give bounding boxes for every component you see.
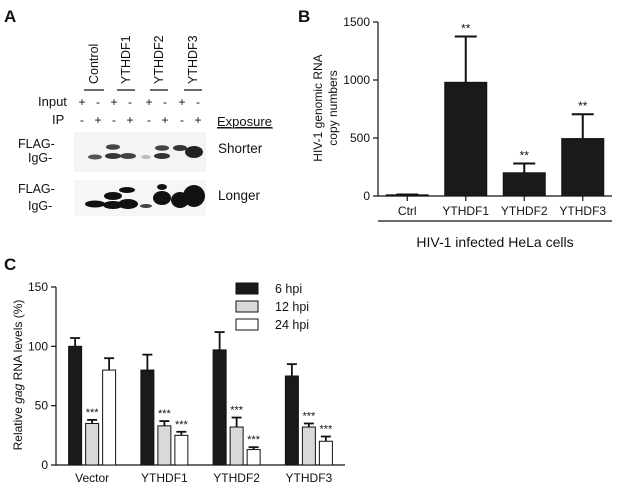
chart-b-bar-ythdf2 — [502, 172, 546, 197]
chart-b: 0 500 1000 1500 Ctrl ** YTHDF1 ** YTHDF2 ** YTHDF3 — [343, 15, 612, 218]
input-sign: + — [110, 95, 117, 109]
lane-headers: Control YTHDF1 YTHDF2 YTHDF3 — [84, 35, 202, 91]
input-sign: - — [128, 95, 132, 109]
legend-label-0: 6 hpi — [275, 282, 302, 296]
chart-c-bar-ythdf2-0 — [212, 349, 227, 466]
input-sign: - — [196, 95, 200, 109]
chart-c-significance: *** — [175, 419, 189, 431]
chart-c-y-tick-label: 0 — [41, 458, 48, 472]
chart-c-significance: *** — [158, 408, 172, 420]
chart-c-y-tick-label: 50 — [35, 399, 49, 413]
ip-sign: + — [94, 113, 101, 127]
chart-c-significance: *** — [302, 410, 316, 422]
blot-shorter-bands — [88, 144, 203, 160]
panel-b: B HIV-1 genomic RNA copy numbers 0 500 100… — [298, 7, 612, 250]
input-sign: + — [145, 95, 152, 109]
lane-header-ythdf2: YTHDF2 — [152, 35, 166, 84]
blot2-marker-flag: FLAG- — [18, 182, 55, 196]
chart-c-x-tick-label: YTHDF3 — [286, 471, 333, 485]
chart-b-bar-ythdf1 — [444, 81, 488, 197]
chart-c-y-tick-label: 150 — [28, 280, 48, 294]
chart-c-bar-ythdf1-0 — [140, 369, 155, 466]
input-sign: - — [96, 95, 100, 109]
ip-sign: - — [147, 113, 151, 127]
lane-header-ythdf1: YTHDF1 — [119, 35, 133, 84]
panel-a: A Control YTHDF1 YTHDF2 YTHDF3 Input IP + - +… — [4, 7, 273, 216]
panel-b-label: B — [298, 7, 310, 26]
blot1-marker-igg: IgG- — [28, 151, 52, 165]
chart-b-x-tick-label: YTHDF1 — [442, 204, 489, 218]
legend-swatch-1 — [235, 300, 259, 313]
chart-b-y-tick-label: 1000 — [343, 73, 370, 87]
chart-b-significance: ** — [578, 99, 588, 113]
ip-sign: + — [194, 113, 201, 127]
chart-c-bar-ythdf3-0 — [284, 375, 299, 466]
chart-c-bar-vector-1 — [85, 422, 100, 466]
chart-c-bar-ythdf1-2 — [174, 434, 189, 466]
chart-c-bar-ythdf2-1 — [229, 426, 244, 466]
sign-grid: + - + - + - + -- + - + - + - + — [78, 95, 201, 127]
row-label-ip: IP — [52, 112, 64, 127]
chart-b-y-tick-label: 500 — [350, 131, 370, 145]
chart-b-y-tick-label: 1500 — [343, 15, 370, 29]
panel-c: C Relative gag RNA levels (%) 0 50 100 150 *… — [4, 255, 345, 485]
chart-b-significance: ** — [520, 149, 530, 163]
chart-c-bar-ythdf1-1 — [157, 425, 172, 466]
chart-b-x-tick-label: YTHDF3 — [559, 204, 606, 218]
chart-c-significance: *** — [247, 434, 261, 446]
lane-header-ythdf3: YTHDF3 — [186, 35, 200, 84]
chart-c-bar-vector-2 — [102, 369, 117, 466]
chart-c-significance: *** — [230, 405, 244, 417]
chart-c-bar-ythdf3-2 — [318, 440, 333, 466]
legend-swatch-0 — [235, 282, 259, 295]
chart-b-ylabel-line2: copy numbers — [326, 70, 340, 145]
row-label-input: Input — [38, 94, 67, 109]
chart-c-x-tick-label: YTHDF2 — [213, 471, 260, 485]
chart-c-significance: *** — [319, 424, 333, 436]
chart-b-ylabel-line1: HIV-1 genomic RNA — [311, 54, 325, 161]
blot-longer-bands — [85, 184, 205, 209]
chart-b-significance: ** — [461, 22, 471, 36]
chart-c-significance: *** — [86, 407, 100, 419]
legend-label-1: 12 hpi — [275, 300, 309, 314]
chart-b-y-tick-label: 0 — [363, 189, 370, 203]
chart-b-group-label: HIV-1 infected HeLa cells — [416, 234, 573, 250]
exposure-label: Exposure — [217, 114, 272, 129]
chart-b-x-tick-label: YTHDF2 — [501, 204, 548, 218]
chart-b-x-tick-label: Ctrl — [398, 204, 417, 218]
ip-sign: - — [80, 113, 84, 127]
blot2-exposure: Longer — [218, 188, 261, 203]
ip-sign: - — [112, 113, 116, 127]
lane-header-control: Control — [87, 44, 101, 84]
chart-c-x-tick-label: Vector — [75, 471, 109, 485]
ip-sign: + — [126, 113, 133, 127]
ip-sign: - — [180, 113, 184, 127]
chart-c-legend: 6 hpi 12 hpi 24 hpi — [235, 282, 309, 332]
chart-c-x-tick-label: YTHDF1 — [141, 471, 188, 485]
chart-b-bar-ythdf3 — [561, 138, 605, 197]
input-sign: - — [163, 95, 167, 109]
legend-label-2: 24 hpi — [275, 318, 309, 332]
chart-c-bar-vector-0 — [68, 345, 83, 466]
chart-c-y-tick-label: 100 — [28, 339, 48, 353]
blot2-marker-igg: IgG- — [28, 199, 52, 213]
chart-c-bar-ythdf3-1 — [301, 426, 316, 466]
panel-c-label: C — [4, 255, 16, 274]
chart-c-bar-ythdf2-2 — [246, 449, 261, 466]
chart-c-ylabel: Relative gag RNA levels (%) — [11, 300, 25, 451]
blot-shorter-membrane — [74, 132, 206, 172]
blot1-marker-flag: FLAG- — [18, 137, 55, 151]
input-sign: + — [178, 95, 185, 109]
blot1-exposure: Shorter — [218, 141, 263, 156]
legend-swatch-2 — [235, 318, 259, 331]
input-sign: + — [78, 95, 85, 109]
chart-c: 050100150***Vector******YTHDF1******YTHD… — [28, 280, 345, 485]
panel-a-label: A — [4, 7, 16, 26]
ip-sign: + — [161, 113, 168, 127]
